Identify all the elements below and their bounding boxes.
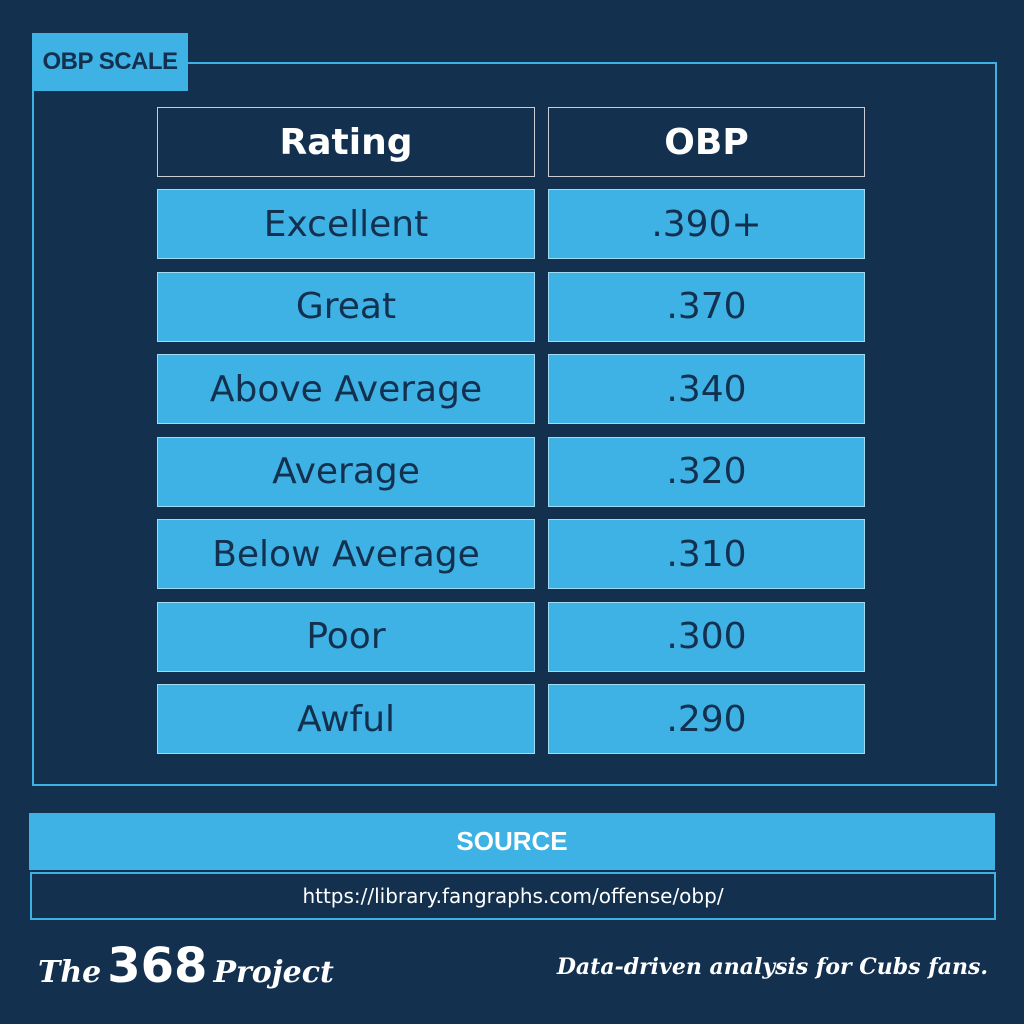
table-cell: Awful: [157, 684, 535, 754]
tag: OBP SCALE: [32, 33, 188, 91]
table-cell: .370: [548, 271, 865, 342]
table-cell: Poor: [157, 601, 535, 672]
logo: The 368 Project: [38, 938, 334, 994]
logo-text: The: [38, 955, 102, 990]
table-cell: .390+: [548, 189, 865, 259]
table-cell: .310: [548, 519, 865, 589]
header-cell: Rating: [157, 107, 535, 177]
table-cell: Above Average: [157, 354, 535, 424]
tagline: Data-driven analysis for Cubs fans.: [556, 954, 988, 980]
table-cell: Excellent: [157, 189, 535, 259]
table-cell: Great: [157, 271, 535, 342]
table-cell: .300: [548, 601, 865, 672]
table-cell: .290: [548, 684, 865, 754]
frame: [32, 62, 997, 786]
table-cell: Average: [157, 436, 535, 507]
logo-text: Project: [213, 955, 334, 990]
table-cell: .340: [548, 354, 865, 424]
source-url: https://library.fangraphs.com/offense/ob…: [30, 872, 996, 920]
table-cell: .320: [548, 436, 865, 507]
header-cell: OBP: [548, 107, 865, 177]
table-cell: Below Average: [157, 519, 535, 589]
logo-number: 368: [107, 938, 208, 994]
source-label: SOURCE: [29, 813, 995, 870]
